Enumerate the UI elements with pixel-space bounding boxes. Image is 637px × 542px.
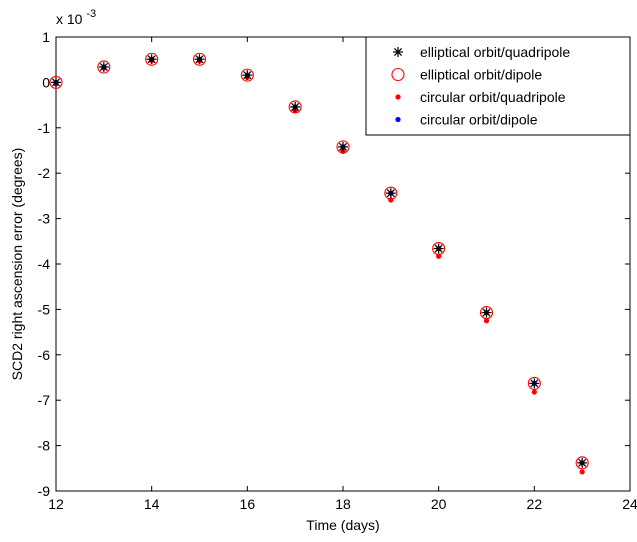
data-point-elliptical-orbit-dipole	[336, 140, 350, 154]
y-axis-multiplier: x 10 -3	[56, 8, 96, 27]
legend-box	[365, 36, 631, 136]
legend-marker-elliptical-orbit-dipole	[391, 67, 405, 82]
data-point-elliptical-orbit-dipole	[192, 52, 207, 66]
x-tick-label: 16	[240, 496, 256, 512]
data-point-elliptical-orbit-dipole	[97, 60, 111, 74]
y-tick-label: -8	[38, 438, 51, 454]
data-point-elliptical-orbit-quadripole	[290, 101, 301, 112]
data-point-elliptical-orbit-quadripole	[146, 54, 157, 65]
legend-label-elliptical-orbit-dipole: elliptical orbit/dipole	[420, 67, 542, 83]
data-point-elliptical-orbit-quadripole	[338, 141, 348, 152]
data-point-elliptical-orbit-dipole	[527, 376, 541, 390]
y-tick-label: -5	[38, 301, 51, 317]
y-tick-label: 1	[42, 29, 50, 45]
legend-label-circular-orbit-quadripole: circular orbit/quadripole	[420, 89, 566, 105]
x-tick-label: 20	[431, 496, 447, 512]
x-tick-label: 18	[335, 496, 351, 512]
data-point-elliptical-orbit-dipole	[479, 306, 494, 320]
data-point-elliptical-orbit-dipole	[49, 75, 63, 89]
data-point-elliptical-orbit-dipole	[240, 68, 254, 82]
data-point-elliptical-orbit-dipole	[384, 186, 398, 200]
legend-label-circular-orbit-dipole: circular orbit/dipole	[420, 112, 538, 128]
legend-marker-circular-orbit-dipole	[395, 116, 401, 123]
y-tick-label: -4	[38, 256, 51, 272]
x-tick-label: 12	[48, 496, 64, 512]
x-axis-ticks: 12 14 16 18 20 22 24	[48, 37, 637, 512]
legend-label-elliptical-orbit-quadripole: elliptical orbit/quadripole	[420, 44, 570, 60]
y-tick-label: -9	[38, 483, 51, 499]
x-tick-label: 14	[144, 496, 160, 512]
data-point-elliptical-orbit-quadripole	[242, 70, 253, 81]
y-tick-label: -1	[38, 120, 51, 136]
data-point-elliptical-orbit-dipole	[575, 456, 589, 470]
y-tick-label: -6	[38, 347, 51, 363]
y-axis-label: SCD2 right ascension error (degrees)	[9, 148, 25, 381]
data-point-elliptical-orbit-quadripole	[385, 188, 396, 199]
data-marks	[49, 52, 589, 475]
data-point-elliptical-orbit-quadripole	[194, 54, 205, 65]
legend-marker-elliptical-orbit-quadripole	[393, 47, 403, 57]
data-point-circular-orbit-quadripole	[579, 469, 585, 475]
data-point-elliptical-orbit-dipole	[145, 52, 159, 66]
data-point-elliptical-orbit-quadripole	[529, 378, 540, 389]
y-axis-multiplier-exponent: -3	[86, 8, 96, 20]
y-tick-label: -3	[38, 211, 51, 227]
legend-marker-circular-orbit-quadripole	[395, 94, 401, 100]
data-point-elliptical-orbit-quadripole	[577, 457, 588, 468]
x-axis-label: Time (days)	[306, 517, 379, 533]
y-tick-label: -7	[38, 392, 51, 408]
data-point-elliptical-orbit-quadripole	[98, 61, 109, 72]
data-point-elliptical-orbit-quadripole	[51, 77, 61, 88]
y-tick-label: 0	[42, 74, 50, 90]
data-point-circular-orbit-quadripole	[531, 389, 537, 395]
x-tick-label: 22	[527, 496, 543, 512]
y-axis-multiplier-base: x 10	[56, 11, 83, 27]
y-axis-ticks: -9 -8 -7 -6 -5 -4 -3 -2 -1 0 1	[38, 29, 630, 499]
y-tick-label: -2	[38, 165, 51, 181]
x-tick-label: 24	[622, 496, 637, 512]
data-point-elliptical-orbit-quadripole	[481, 307, 492, 318]
data-point-elliptical-orbit-quadripole	[433, 243, 444, 254]
data-point-elliptical-orbit-dipole	[432, 242, 446, 256]
data-point-circular-orbit-quadripole	[483, 318, 490, 324]
legend: elliptical orbit/quadripole elliptical or…	[365, 36, 631, 136]
data-point-elliptical-orbit-dipole	[288, 100, 302, 114]
